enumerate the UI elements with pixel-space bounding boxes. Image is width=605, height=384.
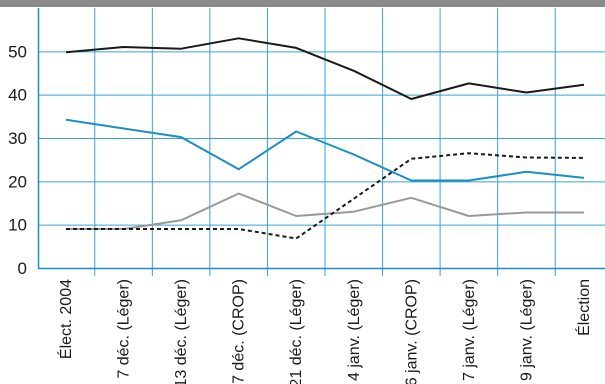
y-tick-labels: 0 10 20 30 40 50 (8, 42, 27, 278)
x-tick-label: 17 déc. (CROP) (231, 279, 248, 384)
top-band (0, 0, 605, 7)
y-tick-label: 20 (8, 172, 27, 191)
x-tick-label: 6 janv. (CROP) (403, 279, 420, 384)
x-tick-label: 7 déc. (Léger) (116, 279, 133, 379)
series-group (65, 37, 585, 240)
x-tick-label: 4 janv. (Léger) (346, 279, 363, 381)
y-tick-label: 0 (18, 259, 27, 278)
y-tick-label: 40 (8, 86, 27, 105)
y-tick-label: 30 (8, 129, 27, 148)
x-tick-label: 9 janv. (Léger) (518, 279, 535, 381)
x-tick-label: 13 déc. (Léger) (173, 279, 190, 384)
series-line-1 (65, 37, 585, 100)
x-tick-label: 7 janv. (Léger) (461, 279, 478, 381)
y-tick-label: 50 (8, 42, 27, 61)
series-line-4 (66, 152, 585, 240)
series-line-2 (65, 118, 585, 182)
axes (37, 8, 605, 270)
x-tick-label: 21 déc. (Léger) (288, 279, 305, 384)
x-tick-label: Élection (574, 279, 593, 336)
y-tick-label: 10 (8, 216, 27, 235)
grid (38, 8, 605, 276)
x-tick-label: Élect. 2004 (56, 279, 75, 359)
x-tick-labels: Élect. 2004 7 déc. (Léger) 13 déc. (Léger)… (56, 279, 593, 384)
series-line-3 (66, 192, 584, 230)
